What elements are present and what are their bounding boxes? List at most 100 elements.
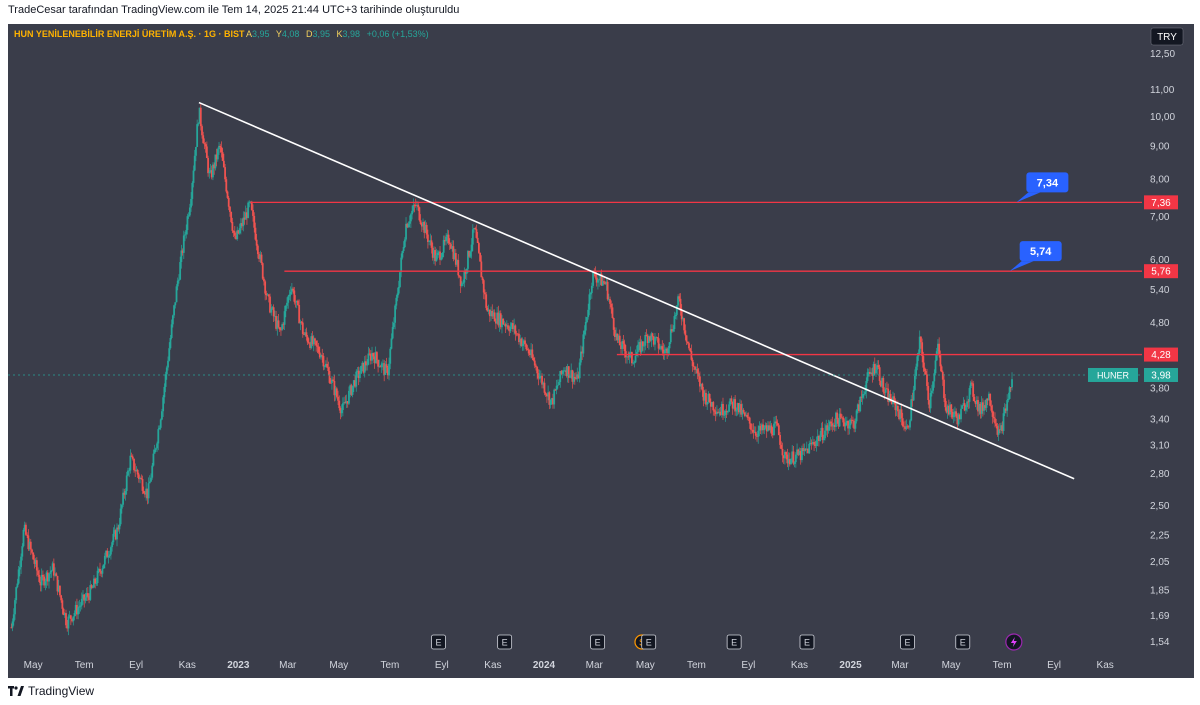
candle-body bbox=[93, 578, 95, 588]
candle-body bbox=[983, 405, 985, 411]
candle-body bbox=[660, 346, 662, 349]
candle-body bbox=[409, 214, 412, 222]
candle-body bbox=[622, 341, 625, 344]
candle-body bbox=[973, 396, 976, 402]
time-tick-label: Eyl bbox=[435, 660, 449, 671]
candle-body bbox=[331, 379, 333, 383]
candle-body bbox=[477, 243, 480, 253]
candle-body bbox=[839, 413, 842, 418]
candle-body bbox=[114, 530, 117, 540]
candle-body bbox=[50, 570, 53, 573]
candle-body bbox=[644, 334, 647, 346]
candle-body bbox=[888, 393, 891, 402]
candle-body bbox=[646, 335, 649, 343]
candle-body bbox=[451, 246, 454, 249]
currency-badge[interactable]: TRY bbox=[1150, 27, 1184, 46]
candle-body bbox=[400, 257, 403, 273]
candle-body bbox=[20, 556, 22, 568]
candle-body bbox=[26, 534, 29, 536]
candle-body bbox=[450, 244, 452, 249]
candle-body bbox=[597, 280, 599, 283]
candle-body bbox=[14, 600, 16, 615]
candle-body bbox=[59, 585, 61, 596]
candle-body bbox=[161, 411, 163, 420]
candle-body bbox=[386, 367, 389, 376]
price-tick-label: 10,00 bbox=[1150, 112, 1175, 123]
candle-body bbox=[954, 411, 956, 415]
candle-body bbox=[1008, 387, 1011, 399]
candle-body bbox=[650, 333, 653, 341]
price-chart[interactable]: 7,365,764,28 7,345,74 EEESEEEEE HUN YENİ… bbox=[8, 24, 1194, 678]
candle-body bbox=[966, 401, 968, 408]
earnings-marker-label: E bbox=[904, 638, 910, 648]
candle-body bbox=[611, 307, 614, 318]
candle-body bbox=[536, 367, 539, 374]
candle-body bbox=[663, 350, 666, 354]
candle-body bbox=[584, 321, 587, 331]
candle-body bbox=[314, 338, 316, 341]
candle-body bbox=[932, 381, 934, 391]
candle-body bbox=[21, 546, 24, 557]
candle-body bbox=[306, 336, 309, 343]
candle-body bbox=[836, 412, 839, 420]
candle-body bbox=[254, 227, 257, 240]
candle-body bbox=[335, 388, 338, 397]
candle-body bbox=[17, 569, 20, 584]
candle-body bbox=[51, 563, 54, 571]
candle-body bbox=[12, 614, 15, 622]
candle-body bbox=[204, 144, 207, 147]
candle-body bbox=[904, 426, 907, 429]
candle-body bbox=[811, 442, 814, 445]
candle-body bbox=[128, 470, 131, 472]
resistance-price-badge bbox=[1144, 264, 1178, 279]
time-tick-label: May bbox=[636, 660, 655, 671]
candle-body bbox=[352, 380, 355, 386]
candle-body bbox=[256, 245, 259, 255]
candle-body bbox=[503, 324, 506, 326]
candle-body bbox=[188, 207, 191, 216]
candle-body bbox=[304, 332, 307, 335]
candle-body bbox=[263, 278, 265, 282]
candle-body bbox=[480, 261, 483, 278]
trendline[interactable] bbox=[198, 101, 1075, 480]
candle-body bbox=[202, 135, 205, 144]
candle-body bbox=[890, 401, 893, 405]
candle-body bbox=[825, 425, 828, 431]
candle-body bbox=[485, 294, 488, 308]
candle-body bbox=[606, 281, 609, 300]
legend-ohlc: A3,95 Y4,08 D3,95 K3,98 +0,06 (+1,53%) bbox=[246, 29, 429, 39]
candle-body bbox=[90, 585, 93, 588]
candle-body bbox=[482, 280, 485, 293]
candle-body bbox=[781, 448, 784, 456]
price-axis[interactable]: 12,50 11,00 10,00 9,00 8,00 7,00 6,00 5,40 4,80 3… bbox=[1088, 49, 1178, 648]
candle-body bbox=[63, 613, 66, 616]
candle-body bbox=[434, 250, 437, 262]
candle-body bbox=[401, 251, 404, 258]
candle-body bbox=[514, 325, 517, 334]
candle-body bbox=[981, 402, 984, 411]
candle-body bbox=[297, 300, 299, 305]
candle-body bbox=[866, 372, 869, 382]
candle-body bbox=[22, 529, 25, 547]
candle-body bbox=[903, 426, 905, 427]
candle-body bbox=[991, 410, 994, 417]
candle-body bbox=[1005, 408, 1007, 411]
candle-body bbox=[815, 440, 818, 446]
candle-body bbox=[492, 312, 495, 317]
time-axis[interactable]: May Tem Eyl Kas 2023 Mar May Tem Eyl Kas 2024 Mar Ma… bbox=[24, 660, 1114, 671]
candle-body bbox=[232, 230, 235, 233]
candle-body bbox=[156, 443, 158, 449]
candle-body bbox=[33, 559, 36, 564]
candle-body bbox=[29, 541, 32, 550]
candle-body bbox=[463, 271, 466, 283]
chart-area[interactable]: 7,365,764,28 7,345,74 EEESEEEEE HUN YENİ… bbox=[8, 24, 1194, 678]
earnings-marker-label: E bbox=[804, 638, 810, 648]
legend: HUN YENİLENEBİLİR ENERJİ ÜRETİM A.Ş. · 1… bbox=[14, 29, 429, 39]
candle-body bbox=[796, 449, 798, 455]
candle-body bbox=[872, 364, 875, 376]
candle-body bbox=[422, 221, 424, 227]
candle-body bbox=[443, 240, 446, 242]
candle-body bbox=[379, 366, 382, 368]
price-tick-label: 1,85 bbox=[1150, 586, 1170, 597]
candle-body bbox=[476, 237, 479, 244]
